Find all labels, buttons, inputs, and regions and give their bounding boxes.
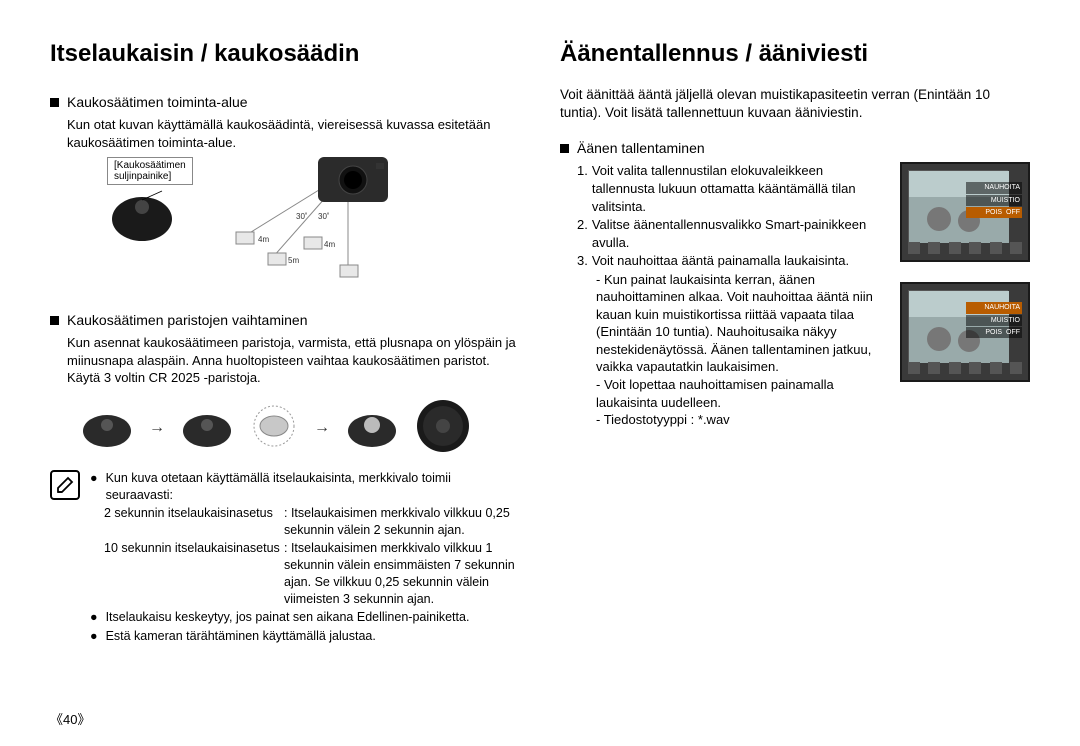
page-container: Itselaukaisin / kaukosäädin Kaukosäätime… (50, 40, 1030, 646)
ol-text2: Valitse äänentallennusvalikko Smart-pain… (592, 216, 888, 251)
dist-4m-b: 4m (324, 240, 335, 249)
ol-num1: 1. (577, 162, 588, 215)
angle-a: 30˚ (296, 212, 308, 221)
note-bullet2-row: ● Itselaukaisu keskeytyy, jos painat sen… (90, 609, 520, 626)
screen-icon (949, 362, 961, 374)
sub-item2: - Voit lopettaa nauhoittamisen painamall… (596, 376, 888, 411)
menu-nauhoita: NAUHOITA (966, 182, 1022, 193)
ol-text1: Voit valita tallennustilan elokuvaleikke… (592, 162, 888, 215)
sub-item1: - Kun painat laukaisinta kerran, äänen n… (596, 271, 888, 376)
battery-step3 (345, 403, 399, 454)
screen-bottom-icons (908, 242, 1022, 256)
screen-icon (908, 242, 920, 254)
right-text-col: 1. Voit valita tallennustilan elokuvalei… (560, 162, 888, 428)
note-row1-value: : Itselaukaisimen merkkivalo vilkkuu 0,2… (284, 505, 520, 539)
note-row2: 10 sekunnin itselaukaisinasetus : Itsela… (104, 540, 520, 608)
note-content: ● Kun kuva otetaan käyttämällä itselauka… (90, 470, 520, 647)
note-row1-label: 2 sekunnin itselaukaisinasetus (104, 505, 284, 539)
camera-range-diagram: 4m 4m 5m 30˚ 30˚ (203, 157, 403, 292)
section1-body: Kun otat kuvan käyttämällä kaukosäädintä… (67, 116, 520, 151)
right-column: Äänentallennus / ääniviesti Voit äänittä… (560, 40, 1030, 646)
screen-icon (990, 362, 1002, 374)
left-heading: Itselaukaisin / kaukosäädin (50, 40, 520, 68)
ol-item2: 2. Valitse äänentallennusvalikko Smart-p… (560, 216, 888, 251)
menu-muistio: MUISTIO (966, 315, 1022, 326)
page-number: 《40》 (50, 709, 90, 728)
section1-title: Kaukosäätimen toiminta-alue (67, 94, 248, 110)
arrow-icon: → (149, 419, 165, 437)
arrow-icon: → (314, 419, 330, 437)
screen-icon (949, 242, 961, 254)
camera-screen-2: NAUHOITA MUISTIO POIS OFF (900, 282, 1030, 382)
remote-figure: [Kaukosäätimen suljinpainike] (67, 157, 520, 292)
note-bullet3: Estä kameran tärähtäminen käyttämällä ja… (106, 628, 376, 645)
screen-menu-1: NAUHOITA MUISTIO POIS OFF (966, 182, 1022, 219)
square-bullet-icon (50, 316, 59, 325)
right-body-wrap: 1. Voit valita tallennustilan elokuvalei… (560, 162, 1030, 428)
ol-text3: Voit nauhoittaa ääntä painamalla laukais… (592, 252, 888, 270)
battery-closed (414, 397, 472, 460)
screen-bottom-icons (908, 362, 1022, 376)
menu-nauhoita: NAUHOITA (966, 302, 1022, 313)
screen-menu-2: NAUHOITA MUISTIO POIS OFF (966, 302, 1022, 339)
remote-label-line1: [Kaukosäätimen (114, 160, 186, 171)
remote-svg (107, 189, 193, 254)
note-box: ● Kun kuva otetaan käyttämällä itselauka… (50, 470, 520, 647)
remote-area-section: Kaukosäätimen toiminta-alue Kun otat kuv… (50, 86, 520, 304)
right-heading: Äänentallennus / ääniviesti (560, 40, 1030, 68)
screen-icon (928, 242, 940, 254)
screen-icon (1010, 242, 1022, 254)
ol-num2: 2. (577, 216, 588, 251)
screen-icon (908, 362, 920, 374)
square-bullet-icon (560, 144, 569, 153)
note-bullet1: Kun kuva otetaan käyttämällä itselaukais… (106, 470, 520, 504)
note-row2-label: 10 sekunnin itselaukaisinasetus (104, 540, 284, 608)
right-section-title: Äänen tallentaminen (577, 140, 705, 156)
menu-muistio: MUISTIO (966, 195, 1022, 206)
bullet-dot-icon: ● (90, 609, 98, 626)
camera-screen-1: NAUHOITA MUISTIO POIS OFF (900, 162, 1030, 262)
note-bullet3-row: ● Estä kameran tärähtäminen käyttämällä … (90, 628, 520, 645)
screen-icon (969, 362, 981, 374)
note-bullet2: Itselaukaisu keskeytyy, jos painat sen a… (106, 609, 470, 626)
note-bullet1-row: ● Kun kuva otetaan käyttämällä itselauka… (90, 470, 520, 504)
left-column: Itselaukaisin / kaukosäädin Kaukosäätime… (50, 40, 520, 646)
note-row1: 2 sekunnin itselaukaisinasetus : Itselau… (104, 505, 520, 539)
bullet-dot-icon: ● (90, 470, 98, 504)
remote-label-line2: suljinpainike] (114, 171, 171, 182)
dist-5m: 5m (288, 256, 299, 265)
sub-item3: - Tiedostotyyppi : *.wav (596, 411, 888, 429)
remote-text-block: Kaukosäätimen toiminta-alue Kun otat kuv… (50, 86, 520, 304)
screen-icon (969, 242, 981, 254)
right-intro: Voit äänittää ääntä jäljellä olevan muis… (560, 86, 1030, 122)
screen-icon (928, 362, 940, 374)
menu-pois: POIS OFF (966, 327, 1022, 338)
ol-num3: 3. (577, 252, 588, 270)
right-section-title-row: Äänen tallentaminen (560, 140, 1030, 156)
note-table: 2 sekunnin itselaukaisinasetus : Itselau… (104, 505, 520, 607)
battery-coin (249, 401, 299, 456)
battery-figure: → → (80, 397, 520, 460)
remote-label-box: [Kaukosäätimen suljinpainike] (107, 157, 193, 185)
note-row2-value: : Itselaukaisimen merkkivalo vilkkuu 1 s… (284, 540, 520, 608)
section2-body: Kun asennat kaukosäätimeen paristoja, va… (67, 334, 520, 387)
bullet-dot-icon: ● (90, 628, 98, 645)
note-icon (50, 470, 80, 500)
section2-title-row: Kaukosäätimen paristojen vaihtaminen (50, 312, 520, 328)
battery-step1 (80, 403, 134, 454)
menu-pois: POIS OFF (966, 207, 1022, 218)
square-bullet-icon (50, 98, 59, 107)
screen-icon (990, 242, 1002, 254)
remote-label-wrap: [Kaukosäätimen suljinpainike] (67, 157, 193, 254)
section1-title-row: Kaukosäätimen toiminta-alue (50, 94, 520, 110)
angle-b: 30˚ (318, 212, 330, 221)
ol-item1: 1. Voit valita tallennustilan elokuvalei… (560, 162, 888, 215)
dist-4m-a: 4m (258, 235, 269, 244)
screen-icon (1010, 362, 1022, 374)
ol-item3: 3. Voit nauhoittaa ääntä painamalla lauk… (560, 252, 888, 270)
section2-title: Kaukosäätimen paristojen vaihtaminen (67, 312, 307, 328)
screen-column: NAUHOITA MUISTIO POIS OFF NAUHOITA MUIST (900, 162, 1030, 382)
battery-step2 (180, 403, 234, 454)
